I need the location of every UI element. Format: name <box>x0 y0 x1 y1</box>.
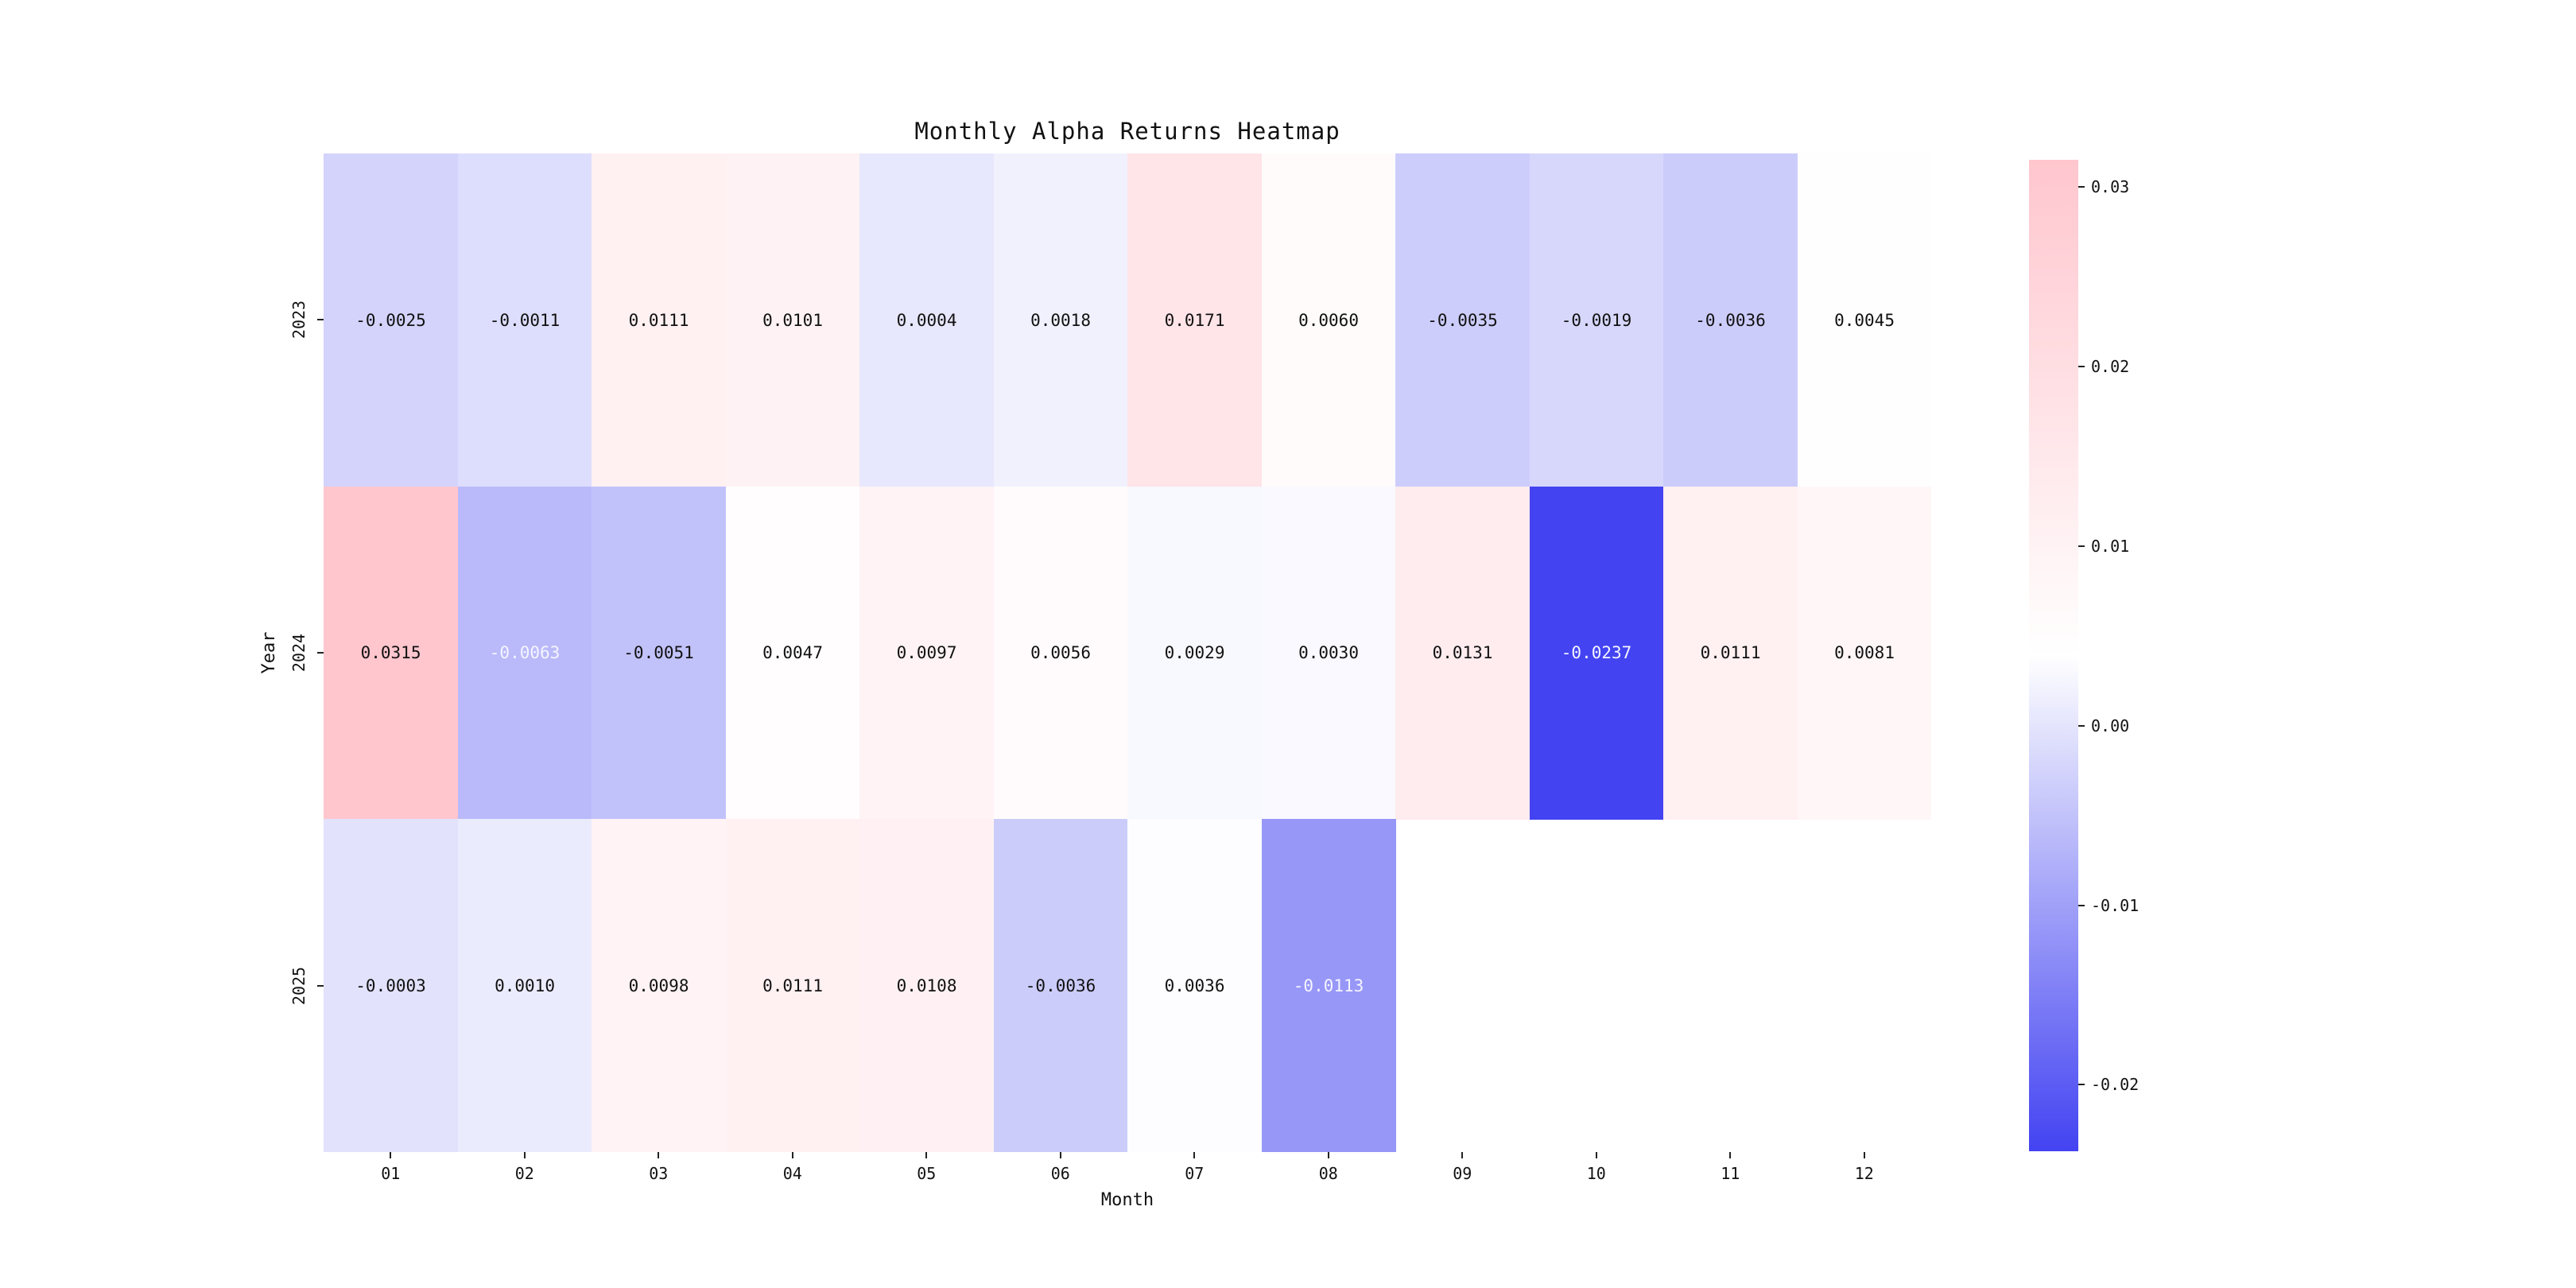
colorbar-tick-label: 0.01 <box>2091 536 2130 556</box>
x-axis-label: Month <box>1100 1190 1154 1210</box>
y-tickmark <box>317 319 324 321</box>
x-tick-label: 07 <box>1185 1164 1205 1183</box>
heatmap-cell: 0.0030 <box>1261 486 1396 820</box>
heatmap-cell: 0.0111 <box>592 153 727 487</box>
x-tick-label: 11 <box>1721 1164 1740 1183</box>
colorbar-tickmark <box>2078 185 2085 188</box>
heatmap-cell: 0.0081 <box>1797 486 1931 820</box>
heatmap-cell: 0.0098 <box>592 819 727 1152</box>
heatmap-cell: -0.0025 <box>324 153 459 487</box>
colorbar-tickmark <box>2078 724 2085 727</box>
heatmap-cell: 0.0056 <box>993 486 1128 820</box>
heatmap-cell: 0.0097 <box>859 486 995 820</box>
chart-title: Monthly Alpha Returns Heatmap <box>914 118 1340 145</box>
x-tick-label: 06 <box>1050 1164 1070 1183</box>
x-tickmark <box>925 1152 928 1158</box>
heatmap-cell: 0.0045 <box>1797 153 1931 487</box>
heatmap-cell: -0.0035 <box>1395 153 1530 487</box>
heatmap-cell: 0.0108 <box>859 819 995 1152</box>
colorbar-tickmark <box>2078 365 2085 367</box>
heatmap-cell: -0.0113 <box>1261 819 1396 1152</box>
x-tickmark <box>1193 1152 1196 1158</box>
x-tick-label: 10 <box>1586 1164 1606 1183</box>
heatmap-cell: 0.0101 <box>725 153 860 487</box>
x-tickmark <box>791 1152 793 1158</box>
colorbar-tickmark <box>2078 904 2085 906</box>
heatmap-cell: 0.0029 <box>1127 486 1263 820</box>
heatmap-cell: -0.0003 <box>324 819 459 1152</box>
heatmap-cell: -0.0019 <box>1529 153 1664 487</box>
heatmap-cell: 0.0036 <box>1127 819 1263 1152</box>
x-tick-label: 12 <box>1854 1164 1874 1183</box>
x-tickmark <box>1729 1152 1732 1158</box>
x-tickmark <box>658 1152 660 1158</box>
colorbar-tick-label: 0.03 <box>2091 177 2130 196</box>
heatmap-cell: -0.0011 <box>457 153 592 487</box>
heatmap-cell: 0.0060 <box>1261 153 1396 487</box>
x-tickmark <box>1461 1152 1464 1158</box>
heatmap-cell: -0.0036 <box>1663 153 1798 487</box>
heatmap-cell: -0.0063 <box>457 486 592 820</box>
colorbar-tickmark <box>2078 545 2085 547</box>
heatmap-cell: -0.0051 <box>592 486 727 820</box>
heatmap-cell: 0.0111 <box>1663 486 1798 820</box>
x-tick-label: 09 <box>1453 1164 1472 1183</box>
colorbar-tick-label: 0.00 <box>2091 716 2130 735</box>
x-tickmark <box>1595 1152 1597 1158</box>
y-tickmark <box>317 984 324 987</box>
colorbar-tick-label: -0.02 <box>2091 1075 2140 1095</box>
y-axis-label: Year <box>259 631 279 674</box>
x-tickmark <box>1327 1152 1329 1158</box>
x-tick-label: 08 <box>1318 1164 1338 1183</box>
x-tickmark <box>1059 1152 1061 1158</box>
x-tick-label: 01 <box>381 1164 401 1183</box>
heatmap-cell: 0.0315 <box>324 486 459 820</box>
x-tick-label: 02 <box>514 1164 534 1183</box>
x-tickmark <box>523 1152 526 1158</box>
x-tick-label: 04 <box>782 1164 802 1183</box>
colorbar-tick-label: -0.01 <box>2091 895 2140 915</box>
x-tickmark <box>390 1152 392 1158</box>
y-tickmark <box>317 652 324 654</box>
heatmap-cell: 0.0018 <box>993 153 1128 487</box>
heatmap-plot: -0.0025 -0.0011 0.0111 0.0101 0.0004 0.0018 0.… <box>324 153 1931 1152</box>
heatmap-cell: -0.0237 <box>1529 486 1664 820</box>
heatmap-cell: -0.0036 <box>993 819 1128 1152</box>
colorbar-gradient <box>2029 160 2078 1151</box>
heatmap-cell: 0.0047 <box>725 486 860 820</box>
heatmap-cell: 0.0171 <box>1127 153 1263 487</box>
y-tick-label: 2023 <box>289 301 308 339</box>
x-tick-label: 05 <box>917 1164 937 1183</box>
x-tick-label: 03 <box>649 1164 669 1183</box>
x-tickmark <box>1863 1152 1865 1158</box>
colorbar-tick-label: 0.02 <box>2091 356 2130 376</box>
heatmap-cell: 0.0131 <box>1395 486 1530 820</box>
heatmap-cell: 0.0010 <box>457 819 592 1152</box>
heatmap-cell: 0.0111 <box>725 819 860 1152</box>
colorbar-tickmark <box>2078 1084 2085 1086</box>
y-tick-label: 2025 <box>289 966 308 1005</box>
heatmap-cell: 0.0004 <box>859 153 995 487</box>
y-tick-label: 2024 <box>289 633 308 673</box>
